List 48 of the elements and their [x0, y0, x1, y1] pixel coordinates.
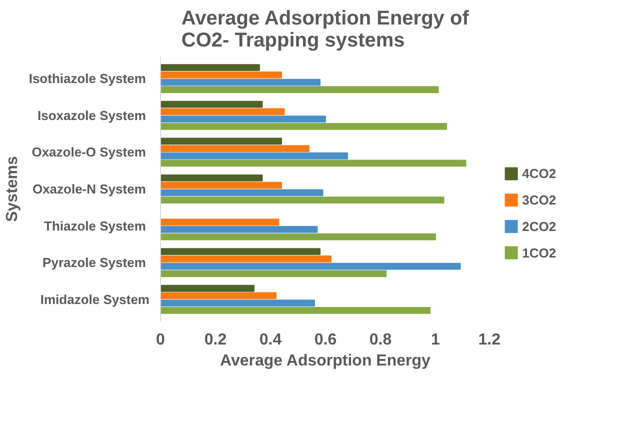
bar [160, 248, 320, 256]
x-tick-label: 1 [431, 332, 440, 348]
bar [160, 182, 282, 189]
bar [160, 116, 326, 123]
y-tick-label: Thiazole System [44, 218, 146, 234]
bar [160, 100, 263, 108]
y-axis-title: Systems [4, 156, 21, 222]
bar [160, 86, 439, 94]
bar [160, 64, 260, 71]
x-tick-label: 0.4 [259, 332, 282, 348]
bar [160, 270, 386, 278]
x-tick-label: 1.2 [478, 332, 501, 348]
bar [160, 233, 436, 240]
bar [160, 122, 447, 130]
bar [160, 160, 466, 167]
bar [160, 226, 318, 233]
bar [160, 255, 332, 262]
bar [160, 78, 320, 86]
legend-label: 3CO2 [522, 192, 556, 208]
x-tick-label: 0.2 [204, 332, 227, 348]
legend-label: 1CO2 [522, 245, 556, 260]
chart-title: Average Adsorption Energy of CO2- Trapping systems [181, 8, 470, 52]
legend-label: 2CO2 [522, 218, 556, 234]
x-tick-label: 0.8 [369, 332, 392, 348]
bar [160, 300, 315, 307]
bar [160, 174, 263, 182]
y-tick-label: Oxazole-O System [32, 144, 146, 160]
bar [160, 189, 324, 196]
bar [160, 307, 430, 314]
x-axis-title: Average Adsorption Energy [220, 352, 431, 370]
bar [160, 284, 254, 292]
bar [160, 138, 282, 145]
y-tick-label: Isothiazole System [28, 71, 146, 86]
bar [160, 292, 276, 300]
y-tick-label: Oxazole-N System [32, 182, 146, 196]
bar [160, 108, 285, 116]
y-tick-label: Isoxazole System [38, 108, 146, 123]
x-tick-label: 0.6 [314, 332, 337, 348]
bar [160, 262, 461, 270]
x-tick-label: 0 [156, 332, 166, 348]
bar [160, 71, 282, 78]
y-tick-label: Imidazole System [40, 292, 150, 307]
bar [160, 145, 310, 152]
bar [160, 152, 348, 160]
y-tick-label: Pyrazole System [42, 255, 146, 270]
bar [160, 218, 280, 226]
bar [160, 196, 444, 204]
legend-label: 4CO2 [522, 166, 556, 182]
